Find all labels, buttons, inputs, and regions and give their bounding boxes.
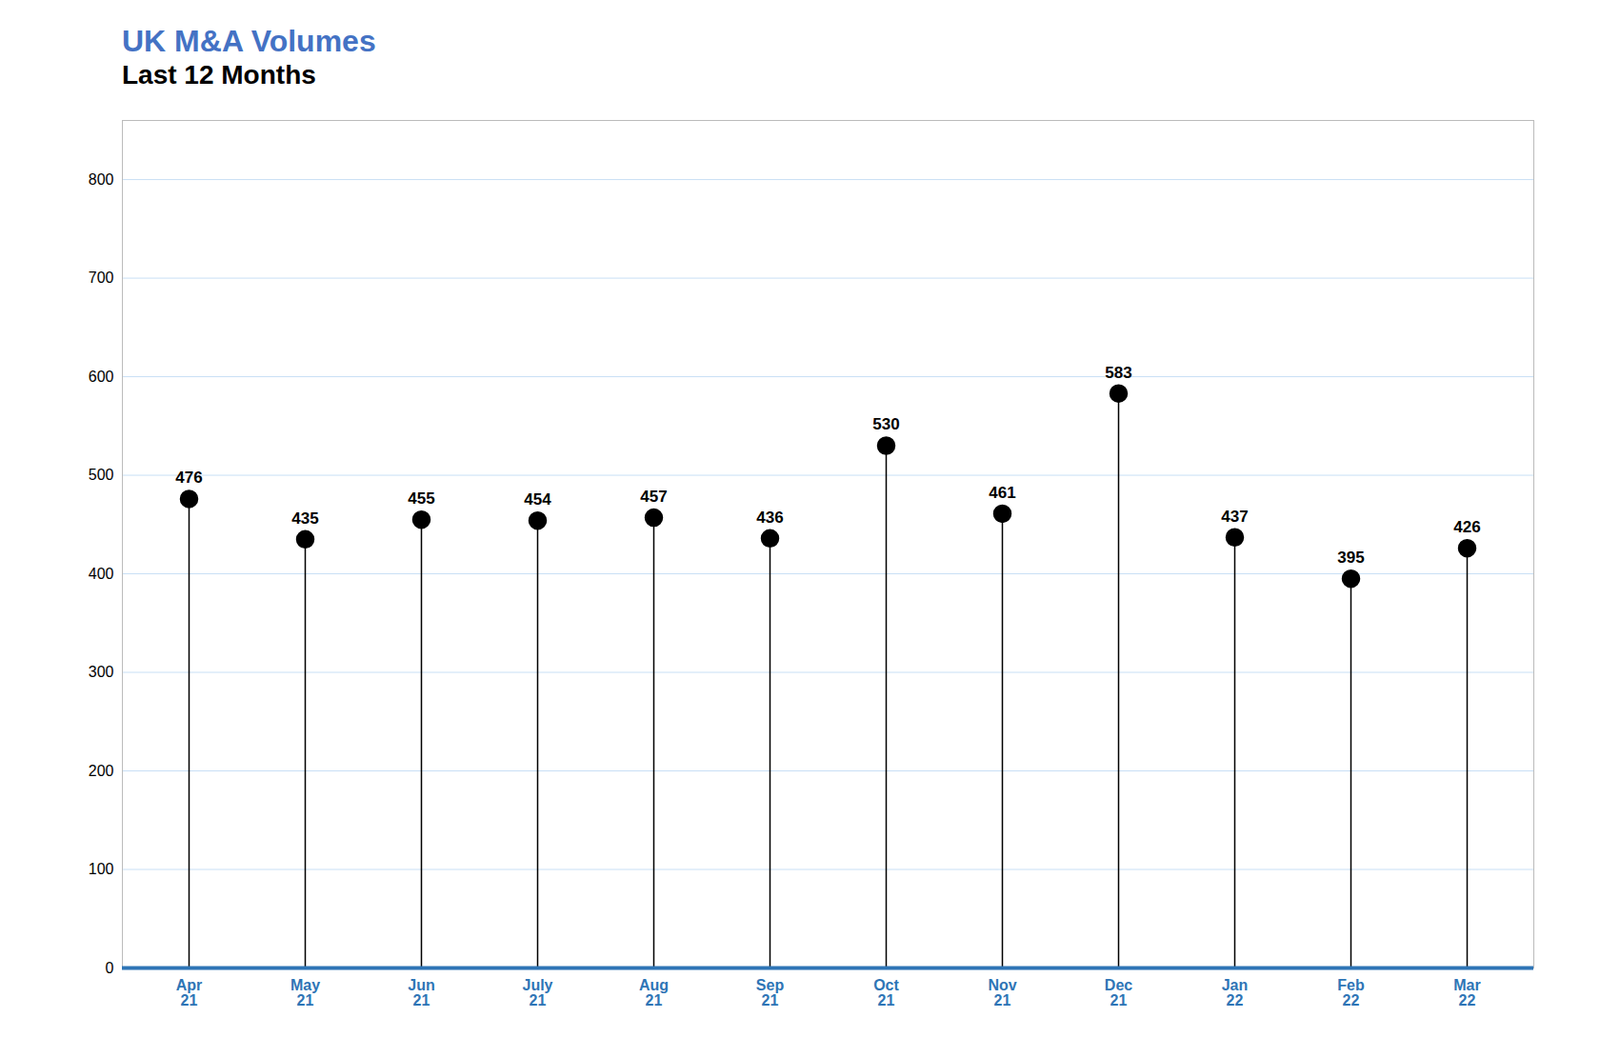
svg-text:426: 426 [1453,518,1480,537]
svg-text:800: 800 [88,171,115,188]
svg-text:Mar22: Mar22 [1453,977,1480,1009]
svg-text:400: 400 [88,565,115,582]
svg-text:July21: July21 [521,977,553,1009]
svg-text:435: 435 [291,509,319,528]
svg-text:437: 437 [1220,507,1248,526]
svg-text:530: 530 [872,415,900,434]
svg-text:476: 476 [175,468,202,487]
svg-text:Aug21: Aug21 [639,977,669,1009]
svg-text:200: 200 [88,762,115,780]
svg-text:457: 457 [640,487,667,506]
svg-text:583: 583 [1104,363,1132,382]
svg-text:0: 0 [105,960,115,977]
svg-text:Nov21: Nov21 [987,977,1017,1009]
svg-text:100: 100 [88,860,115,878]
svg-text:600: 600 [88,368,115,385]
svg-text:Oct21: Oct21 [873,977,900,1009]
svg-text:436: 436 [756,508,783,527]
svg-text:300: 300 [88,663,115,680]
svg-text:May21: May21 [290,977,320,1009]
svg-text:454: 454 [523,490,552,509]
svg-text:Sep21: Sep21 [756,977,785,1009]
svg-text:Dec21: Dec21 [1104,977,1133,1009]
svg-text:Jun21: Jun21 [407,977,435,1009]
svg-text:455: 455 [407,489,435,508]
svg-text:500: 500 [88,466,115,483]
svg-text:395: 395 [1337,548,1364,567]
html-text:UK M&A Volumes: UK M&A Volumes [121,23,376,59]
html-text:Last 12 Months: Last 12 Months [121,60,316,90]
svg-text:Feb22: Feb22 [1337,977,1365,1009]
svg-text:Apr21: Apr21 [176,977,203,1009]
svg-text:Jan22: Jan22 [1221,977,1249,1009]
svg-text:461: 461 [988,483,1016,502]
svg-text:700: 700 [88,269,115,286]
